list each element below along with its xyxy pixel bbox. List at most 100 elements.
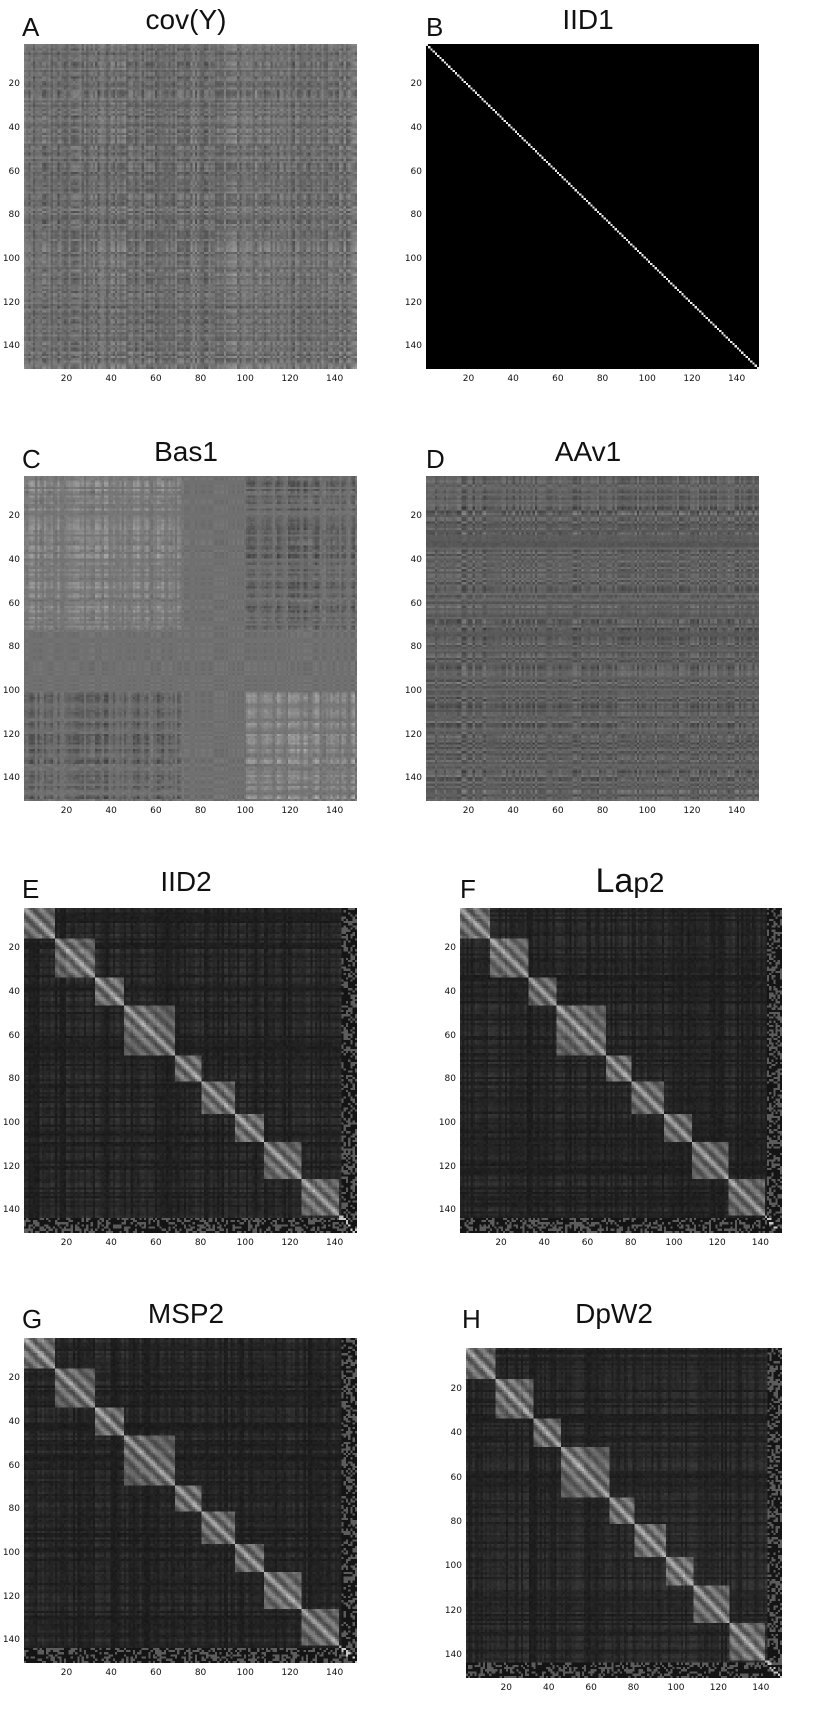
y-tick-label: 140	[2, 1205, 20, 1216]
x-tick-label: 20	[500, 1683, 512, 1693]
x-tick-label: 100	[665, 1238, 683, 1248]
panel-letter: D	[426, 444, 445, 474]
panel-title: IID1	[562, 4, 614, 35]
heatmap	[426, 476, 759, 801]
panel-title: DpW2	[575, 1298, 653, 1329]
heatmap	[426, 44, 759, 369]
y-tick-label: 140	[438, 1205, 456, 1216]
x-tick-label: 40	[507, 806, 519, 816]
x-tick-label: 120	[683, 806, 701, 816]
x-tick-label: 60	[585, 1683, 597, 1693]
y-tick-label: 60	[410, 598, 422, 609]
heatmap	[460, 908, 782, 1233]
panel-title-big: La	[595, 862, 634, 900]
y-tick-label: 120	[2, 1161, 20, 1172]
x-tick-label: 40	[507, 374, 519, 384]
y-tick-label: 20	[8, 1373, 20, 1384]
x-tick-label: 140	[728, 374, 746, 384]
y-tick-label: 140	[2, 1635, 20, 1646]
y-tick-label: 20	[8, 511, 20, 522]
x-tick-label: 100	[236, 1238, 254, 1248]
heatmap	[24, 908, 357, 1233]
y-tick-label: 20	[8, 79, 20, 90]
y-tick-label: 40	[410, 123, 422, 134]
x-tick-label: 60	[150, 374, 162, 384]
x-tick-label: 100	[667, 1683, 685, 1693]
y-tick-label: 60	[450, 1472, 462, 1483]
panel-letter: B	[426, 12, 444, 42]
y-tick-label: 140	[404, 341, 422, 352]
y-tick-label: 80	[410, 210, 422, 221]
y-tick-label: 60	[8, 166, 20, 177]
panel-letter: A	[22, 12, 40, 42]
y-tick-label: 120	[404, 297, 422, 308]
y-tick-label: 80	[8, 642, 20, 653]
y-tick-label: 100	[2, 685, 20, 696]
heatmap	[24, 44, 357, 369]
y-tick-label: 40	[410, 555, 422, 566]
panel-letter: F	[460, 874, 476, 904]
y-tick-label: 60	[8, 598, 20, 609]
y-tick-label: 40	[8, 1417, 20, 1428]
x-tick-label: 80	[624, 1238, 637, 1248]
heatmap	[24, 476, 357, 801]
x-tick-label: 140	[326, 1668, 344, 1678]
y-tick-label: 20	[444, 943, 456, 954]
x-tick-label: 60	[150, 1238, 162, 1248]
y-tick-label: 20	[450, 1384, 462, 1395]
x-tick-label: 100	[236, 806, 254, 816]
x-tick-label: 120	[708, 1238, 726, 1248]
panel-title: Lap2	[530, 862, 730, 901]
panel-title: cov(Y)	[145, 4, 227, 35]
x-tick-label: 40	[542, 1683, 555, 1693]
y-tick-label: 20	[8, 943, 20, 954]
y-tick-label: 100	[404, 253, 422, 264]
y-tick-label: 60	[444, 1030, 456, 1041]
y-tick-label: 40	[450, 1428, 462, 1439]
x-tick-label: 100	[236, 1668, 254, 1678]
x-tick-label: 40	[105, 374, 117, 384]
y-tick-label: 120	[444, 1605, 462, 1616]
panel-title: Bas1	[154, 436, 218, 467]
x-tick-label: 140	[751, 1238, 769, 1248]
x-tick-label: 20	[495, 1238, 507, 1248]
y-tick-label: 120	[438, 1161, 456, 1172]
y-tick-label: 120	[2, 729, 20, 740]
x-tick-label: 20	[462, 374, 475, 384]
x-tick-label: 140	[752, 1683, 770, 1693]
x-tick-label: 20	[60, 1668, 73, 1678]
x-tick-label: 140	[326, 806, 344, 816]
x-tick-label: 80	[627, 1683, 640, 1693]
x-tick-label: 60	[150, 806, 162, 816]
y-tick-label: 120	[2, 1591, 20, 1602]
panel-letter: C	[22, 444, 41, 474]
y-tick-label: 140	[2, 773, 20, 784]
y-tick-label: 60	[8, 1460, 20, 1471]
x-tick-label: 140	[728, 806, 746, 816]
x-tick-label: 120	[281, 1668, 299, 1678]
heatmap	[466, 1348, 782, 1678]
x-tick-label: 40	[105, 806, 117, 816]
y-tick-label: 100	[2, 1547, 20, 1558]
y-tick-label: 80	[8, 1074, 20, 1085]
y-tick-label: 100	[444, 1561, 462, 1572]
y-tick-label: 80	[8, 1504, 20, 1515]
y-tick-label: 140	[2, 341, 20, 352]
x-tick-label: 60	[581, 1238, 594, 1248]
x-tick-label: 100	[236, 374, 254, 384]
panel-letter: G	[22, 1304, 43, 1334]
x-tick-label: 120	[281, 1238, 299, 1248]
x-tick-label: 140	[326, 374, 344, 384]
x-tick-label: 20	[60, 374, 73, 384]
x-tick-label: 40	[538, 1238, 550, 1248]
y-tick-label: 40	[8, 987, 20, 998]
y-tick-label: 100	[404, 685, 422, 696]
x-tick-label: 120	[281, 806, 299, 816]
y-tick-label: 80	[444, 1074, 456, 1085]
x-tick-label: 80	[194, 1668, 207, 1678]
panel-letter: H	[462, 1304, 481, 1334]
x-tick-label: 60	[552, 374, 564, 384]
y-tick-label: 100	[2, 253, 20, 264]
y-tick-label: 100	[438, 1117, 456, 1128]
x-tick-label: 120	[709, 1683, 727, 1693]
